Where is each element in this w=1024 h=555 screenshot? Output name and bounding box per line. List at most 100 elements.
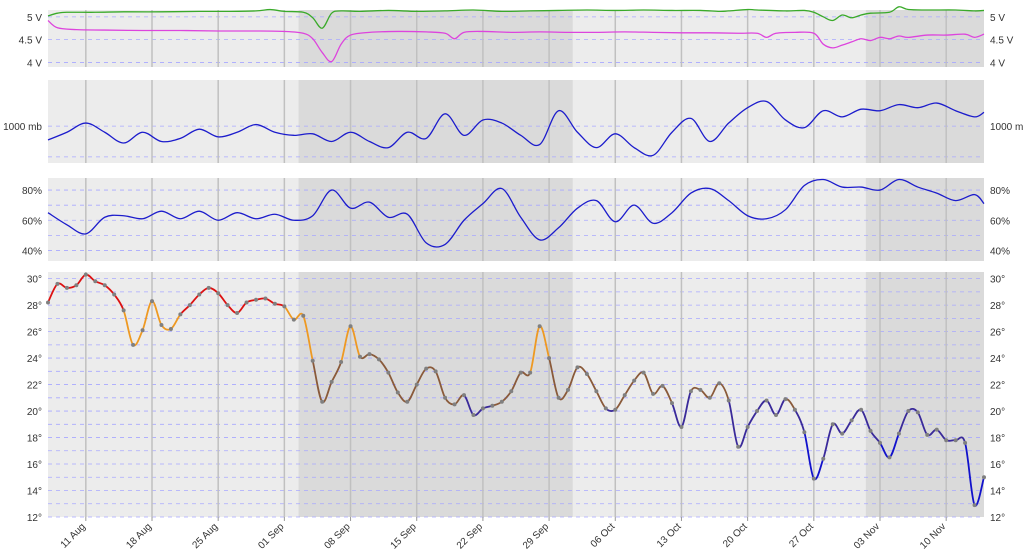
temperature-point — [915, 410, 920, 415]
temperature-point — [291, 317, 296, 322]
voltage-ytick-right-0: 5 V — [990, 13, 1005, 24]
temperature-point — [405, 399, 410, 404]
voltage-shaded-range-0 — [298, 10, 573, 67]
temperature-ytick-right-2: 26° — [990, 328, 1005, 339]
temperature-point — [584, 371, 589, 376]
humidity-shaded-range-1 — [865, 178, 984, 261]
temperature-point — [216, 291, 221, 296]
pressure-ytick-left-0: 1000 mb — [3, 122, 42, 133]
temperature-point — [906, 409, 911, 414]
voltage-ytick-right-2: 4 V — [990, 58, 1005, 69]
temperature-point — [944, 438, 949, 443]
temperature-point — [953, 438, 958, 443]
temperature-ytick-left-2: 26° — [27, 328, 42, 339]
temperature-point — [830, 422, 835, 427]
x-tick-label: 06 Oct — [589, 521, 618, 550]
temperature-point — [698, 387, 703, 392]
temperature-line-segment — [964, 441, 976, 506]
temperature-point — [499, 399, 504, 404]
temperature-point — [792, 407, 797, 412]
temperature-point — [376, 357, 381, 362]
temperature-point — [811, 476, 816, 481]
x-tick-label: 25 Aug — [190, 521, 220, 550]
temperature-point — [632, 378, 637, 383]
temperature-ytick-right-3: 24° — [990, 354, 1005, 365]
temperature-point — [651, 391, 656, 396]
x-tick-label: 27 Oct — [787, 521, 816, 550]
humidity-ytick-left-0: 80% — [22, 186, 42, 197]
humidity-ytick-right-1: 60% — [990, 216, 1010, 227]
humidity-series-line-0 — [47, 178, 985, 248]
temperature-point — [613, 407, 618, 412]
temperature-ytick-right-8: 14° — [990, 487, 1005, 498]
x-tick-label: 18 Aug — [124, 521, 154, 550]
temperature-point — [140, 328, 145, 333]
temperature-point — [329, 379, 334, 384]
temperature-ytick-left-3: 24° — [27, 354, 42, 365]
temperature-point — [150, 299, 154, 304]
x-tick-label: 01 Sep — [256, 521, 286, 550]
pressure-shaded-range-0 — [298, 80, 573, 163]
temperature-line-segment — [302, 314, 314, 362]
x-tick-label: 11 Aug — [59, 521, 88, 550]
temperature-point — [443, 395, 448, 400]
voltage-panel: 5 V 5 V 4.5 V 4.5 V 4 V 4 V — [19, 6, 1014, 69]
temperature-point — [726, 398, 731, 403]
temperature-point — [93, 279, 98, 284]
temperature-ytick-right-9: 12° — [990, 513, 1005, 524]
temperature-point — [660, 383, 665, 388]
temperature-point — [197, 292, 202, 297]
temperature-ytick-left-0: 30° — [27, 275, 42, 286]
temperature-point — [594, 389, 599, 394]
temperature-point — [367, 352, 372, 357]
temperature-point — [225, 303, 230, 308]
temperature-point — [121, 308, 126, 313]
humidity-ytick-right-0: 80% — [990, 186, 1010, 197]
temperature-ytick-left-4: 22° — [27, 381, 42, 392]
temperature-point — [887, 455, 892, 460]
temperature-point — [301, 313, 306, 318]
temperature-point — [46, 300, 50, 305]
temperature-point — [424, 366, 429, 371]
temperature-point — [64, 285, 69, 290]
temperature-point — [83, 272, 88, 277]
temperature-point — [102, 283, 107, 288]
temperature-point — [462, 393, 466, 398]
temperature-point — [963, 440, 968, 445]
x-tick-label: 20 Oct — [721, 521, 750, 550]
temperature-point — [802, 430, 807, 435]
temperature-point — [272, 301, 277, 306]
temperature-ytick-right-5: 20° — [990, 407, 1005, 418]
temperature-point — [55, 281, 60, 286]
temperature-point — [603, 406, 608, 411]
humidity-ytick-left-2: 40% — [22, 246, 42, 257]
pressure-series-line-0 — [47, 100, 985, 157]
temperature-point — [896, 431, 901, 436]
temperature-point — [688, 389, 693, 394]
temperature-panel: 30° 30° 28° 28° 26° 26° 24° 24° 22° 22° 20° 20° 18° 1… — [27, 272, 1005, 524]
temperature-line-segment — [727, 399, 740, 448]
temperature-point — [386, 370, 391, 375]
x-tick-label: 10 Nov — [918, 521, 948, 550]
temperature-point — [745, 424, 750, 429]
voltage-shaded-range-1 — [865, 10, 984, 67]
temperature-point — [187, 303, 192, 308]
x-tick-label: 08 Sep — [322, 521, 352, 550]
temperature-point — [537, 324, 542, 329]
temperature-point — [670, 401, 674, 406]
temperature-point — [452, 402, 457, 407]
temperature-ytick-right-7: 16° — [990, 460, 1005, 471]
temperature-ytick-left-9: 12° — [27, 513, 42, 524]
temperature-point — [868, 428, 873, 433]
x-tick-label: 13 Oct — [655, 521, 684, 550]
temperature-point — [556, 395, 561, 400]
temperature-point — [178, 312, 183, 317]
temperature-ytick-right-1: 28° — [990, 301, 1005, 312]
temperature-ytick-right-6: 18° — [990, 434, 1005, 445]
temperature-point — [764, 398, 769, 403]
temperature-shaded-range-0 — [298, 272, 573, 517]
temperature-point — [74, 283, 79, 288]
pressure-panel: 1000 mb 1000 mb — [3, 80, 1024, 163]
temperature-point — [168, 326, 173, 331]
temperature-point — [717, 381, 722, 386]
